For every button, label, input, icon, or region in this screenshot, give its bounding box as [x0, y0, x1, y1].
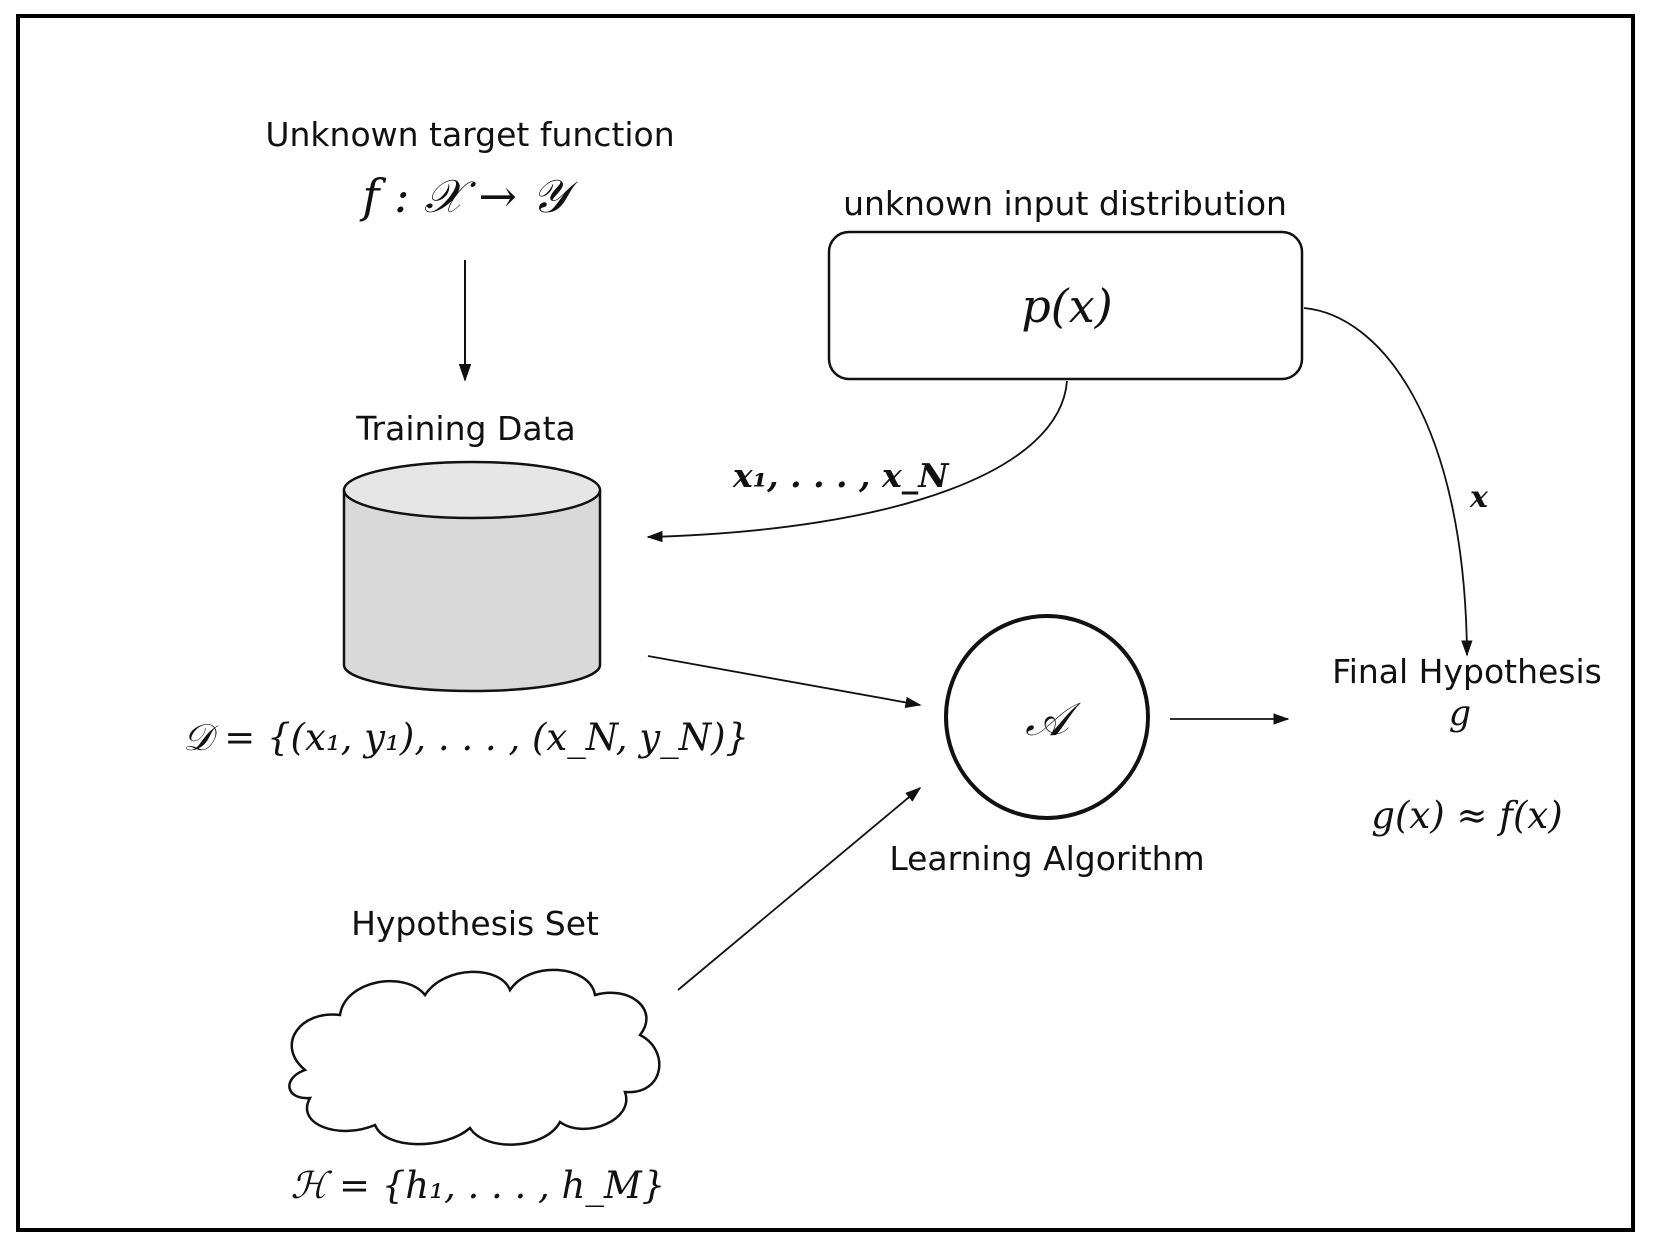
hypothesis-set-to-algorithm-arrow: [677, 786, 922, 991]
approximation-formula: g(x) ≈ f(x): [1371, 794, 1562, 837]
database-icon: [342, 460, 602, 693]
hypothesis-set-title: Hypothesis Set: [351, 904, 599, 943]
input-arrow: [1303, 307, 1473, 657]
samples-label: x₁, . . . , x_N: [732, 456, 950, 495]
training-data-formula: 𝒟 = {(x₁, y₁), . . . , (x_N, y_N)}: [183, 716, 749, 760]
final-hypothesis-title: Final Hypothesis: [1332, 652, 1602, 691]
final-hypothesis-symbol: g: [1449, 694, 1471, 734]
algorithm-circle: [944, 614, 1150, 820]
target-function-formula: f : 𝒳 → 𝒴: [359, 169, 578, 223]
training-data-title: Training Data: [355, 409, 576, 448]
figure-frame: [16, 14, 1635, 1232]
cloud-icon: [288, 968, 661, 1146]
samples-arrow: [646, 380, 1068, 543]
distribution-formula: p(x): [1021, 279, 1112, 333]
algorithm-title: Learning Algorithm: [889, 839, 1204, 878]
input-label: x: [1469, 480, 1489, 515]
target-function-title: Unknown target function: [265, 115, 674, 154]
hypothesis-set-formula: ℋ = {h₁, . . . , h_M}: [291, 1164, 666, 1208]
distribution-box: [827, 230, 1304, 381]
distribution-title: unknown input distribution: [843, 184, 1287, 223]
data-to-algorithm-arrow: [647, 655, 922, 708]
